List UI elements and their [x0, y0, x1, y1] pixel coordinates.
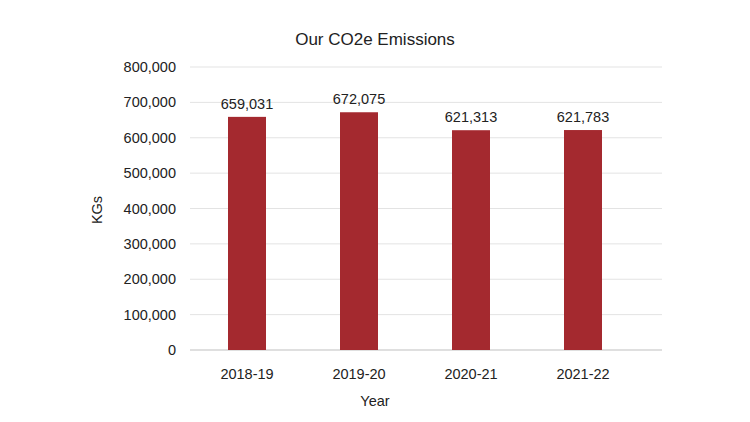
bar [564, 130, 602, 350]
y-tick-label: 700,000 [124, 94, 176, 110]
grid-line [190, 67, 662, 68]
x-tick-label: 2018-19 [220, 366, 273, 382]
x-tick-label: 2021-22 [556, 366, 609, 382]
data-label: 659,031 [221, 96, 273, 112]
data-label: 621,313 [445, 109, 497, 125]
bar [452, 130, 490, 350]
y-tick-label: 400,000 [124, 201, 176, 217]
x-tick-label: 2020-21 [444, 366, 497, 382]
bar [228, 117, 266, 350]
y-tick-label: 0 [168, 342, 176, 358]
data-label: 621,783 [557, 109, 609, 125]
data-label: 672,075 [333, 91, 385, 107]
y-axis-label: KGs [89, 196, 105, 224]
bar [340, 112, 378, 350]
x-axis-label: Year [360, 393, 389, 409]
y-tick-label: 800,000 [124, 59, 176, 75]
y-tick-label: 300,000 [124, 236, 176, 252]
y-tick-label: 100,000 [124, 307, 176, 323]
chart: Our CO2e Emissions 0 100,000 200,000 300,000… [0, 0, 750, 422]
y-tick-label: 200,000 [124, 271, 176, 287]
x-tick-label: 2019-20 [332, 366, 385, 382]
y-tick-label: 500,000 [124, 165, 176, 181]
title: Our CO2e Emissions [295, 30, 455, 49]
bars [228, 112, 602, 350]
y-tick-label: 600,000 [124, 130, 176, 146]
